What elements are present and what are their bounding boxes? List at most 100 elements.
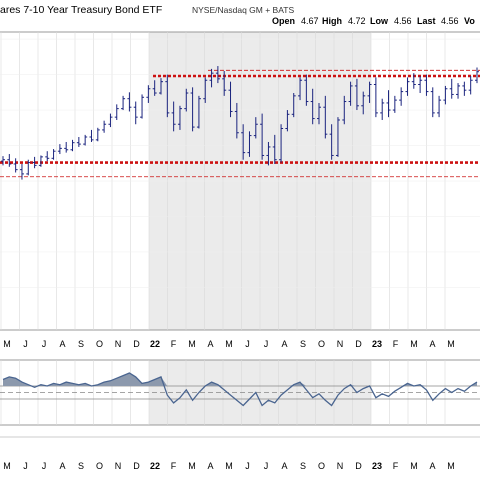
- ohlc-bar: [26, 159, 31, 176]
- x-tick-label: M: [410, 461, 418, 471]
- ohlc-bar: [89, 129, 94, 142]
- ohlc-bar: [64, 141, 69, 153]
- ohlc-bar: [209, 68, 214, 88]
- ohlc-bar: [424, 74, 429, 96]
- low-value: 4.56: [394, 16, 412, 26]
- ohlc-bar: [127, 92, 132, 112]
- low-label: Low: [370, 16, 389, 26]
- x-tick-label: S: [78, 461, 84, 471]
- ohlc-bar: [367, 81, 372, 103]
- x-tick-label: N: [115, 461, 122, 471]
- x-tick-label: O: [318, 461, 325, 471]
- ohlc-bar: [342, 95, 347, 125]
- x-tick-label: A: [281, 339, 287, 349]
- ohlc-bar: [32, 156, 37, 169]
- ohlc-bar: [133, 101, 138, 125]
- ohlc-bar: [323, 95, 328, 139]
- ohlc-bar: [140, 94, 145, 119]
- x-tick-label: F: [171, 339, 177, 349]
- last-value: 4.56: [441, 16, 459, 26]
- ohlc-bar: [373, 77, 378, 118]
- ohlc-bar: [165, 74, 170, 118]
- ohlc-bar: [203, 77, 208, 103]
- x-tick-label: J: [264, 461, 269, 471]
- x-tick-label: S: [78, 339, 84, 349]
- ohlc-bar: [437, 95, 442, 118]
- ohlc-bar: [411, 73, 416, 89]
- ohlc-bar: [228, 81, 233, 118]
- x-tick-label: J: [23, 339, 28, 349]
- ohlc-bar: [335, 117, 340, 157]
- x-tick-label: F: [171, 461, 177, 471]
- ohlc-bar: [298, 77, 303, 101]
- ohlc-bar: [430, 87, 435, 118]
- x-tick-label: F: [393, 461, 399, 471]
- x-tick-label: J: [245, 461, 250, 471]
- ohlc-bar: [386, 90, 391, 118]
- ohlc-bar: [241, 124, 246, 160]
- x-tick-label: M: [447, 461, 455, 471]
- x-tick-label: M: [188, 339, 196, 349]
- ohlc-bar: [279, 124, 284, 163]
- ohlc-bar: [361, 91, 366, 115]
- ohlc-bar: [51, 149, 56, 160]
- price-bars: [1, 66, 479, 180]
- x-tick-label: M: [3, 339, 11, 349]
- ohlc-bar: [304, 74, 309, 106]
- x-tick-label: D: [133, 339, 140, 349]
- ohlc-bar: [354, 78, 359, 111]
- x-tick-label: M: [447, 339, 455, 349]
- ohlc-bar: [222, 71, 227, 96]
- x-tick-label: O: [318, 339, 325, 349]
- ohlc-bar: [196, 95, 201, 129]
- ohlc-readout: Open 4.67 High 4.72 Low 4.56 Last 4.56 V…: [272, 16, 475, 26]
- x-tick-label: M: [225, 339, 233, 349]
- high-label: High: [322, 16, 342, 26]
- ohlc-bar: [418, 75, 423, 94]
- x-tick-label: A: [281, 461, 287, 471]
- ohlc-bar: [1, 156, 5, 166]
- ohlc-bar: [468, 75, 473, 95]
- ohlc-bar: [146, 85, 151, 103]
- ohlc-bar: [272, 134, 277, 164]
- ohlc-bar: [215, 66, 220, 84]
- ohlc-bar: [190, 87, 195, 132]
- x-tick-label: N: [337, 461, 344, 471]
- ohlc-bar: [152, 80, 157, 96]
- x-tick-label: D: [355, 339, 362, 349]
- ohlc-bar: [329, 124, 334, 160]
- x-tick-label: A: [429, 461, 435, 471]
- x-tick-label: J: [42, 461, 47, 471]
- vol-label: Vo: [464, 16, 475, 26]
- x-tick-label: A: [429, 339, 435, 349]
- x-axis: M J J A S O N D 22 F M A M J J A S O N D 23 F M A M M J J A S O N D 22 F M A…: [3, 339, 455, 471]
- ohlc-bar: [380, 98, 385, 120]
- ohlc-bar: [177, 105, 182, 130]
- x-tick-label: N: [115, 339, 122, 349]
- x-tick-label: M: [3, 461, 11, 471]
- ohlc-bar: [392, 95, 397, 113]
- ohlc-bar: [285, 110, 290, 132]
- x-tick-label: D: [355, 461, 362, 471]
- ohlc-bar: [184, 88, 189, 112]
- ohlc-bar: [83, 134, 88, 146]
- ohlc-bar: [247, 131, 252, 157]
- ohlc-bar: [121, 95, 126, 111]
- ohlc-bar: [443, 85, 448, 105]
- ohlc-bar: [114, 104, 119, 120]
- x-tick-label: J: [245, 339, 250, 349]
- x-tick-label: O: [96, 461, 103, 471]
- ohlc-bar: [76, 137, 81, 147]
- ohlc-bar: [38, 155, 43, 167]
- ohlc-bar: [57, 144, 62, 155]
- ohlc-bar: [108, 113, 113, 128]
- ohlc-bar: [19, 163, 24, 180]
- x-tick-label: J: [23, 461, 28, 471]
- ohlc-bar: [449, 78, 454, 99]
- ohlc-bar: [260, 113, 265, 160]
- x-tick-label: S: [300, 461, 306, 471]
- high-value: 4.72: [348, 16, 366, 26]
- x-tick-label: J: [42, 339, 47, 349]
